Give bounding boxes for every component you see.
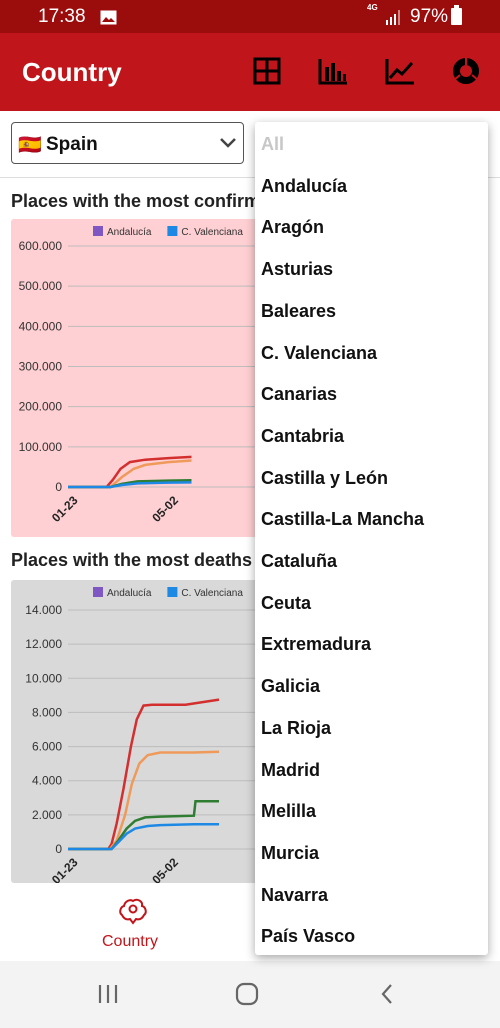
- line-chart-icon[interactable]: [384, 55, 416, 87]
- dropdown-option[interactable]: Castilla-La Mancha: [261, 509, 425, 530]
- y-tick-label: 8.000: [32, 705, 62, 719]
- y-tick-label: 500.000: [19, 279, 63, 293]
- y-tick-label: 200.000: [19, 400, 63, 414]
- y-tick-label: 0: [55, 480, 62, 494]
- y-tick-label: 10.000: [25, 671, 62, 685]
- page-title: Country: [22, 57, 122, 87]
- y-tick-label: 12.000: [25, 637, 62, 651]
- nav-country-label[interactable]: Country: [102, 933, 159, 950]
- dropdown-option[interactable]: Andalucía: [261, 175, 348, 196]
- y-tick-label: 0: [55, 842, 62, 856]
- dropdown-option[interactable]: Canarias: [261, 384, 338, 405]
- app-bar: Country: [0, 33, 500, 111]
- deaths-section-title: Places with the most deaths: [11, 550, 253, 570]
- country-select-value: Spain: [46, 134, 98, 155]
- deaths-chart: Andalucía C. Valenciana 14.000 12.000 10.000…: [11, 580, 261, 883]
- y-tick-label: 6.000: [32, 740, 62, 754]
- grid-icon[interactable]: [251, 55, 283, 87]
- legend-swatch: [93, 226, 103, 236]
- home-icon[interactable]: [235, 982, 259, 1011]
- bar-chart-icon[interactable]: [317, 55, 349, 87]
- dropdown-option[interactable]: País Vasco: [261, 926, 356, 947]
- confirmed-chart: Andalucía C. Valenciana 600.000 500.000 400.…: [11, 219, 261, 537]
- dropdown-option[interactable]: Aragón: [261, 217, 324, 238]
- y-tick-label: 300.000: [19, 360, 63, 374]
- legend-swatch: [93, 587, 103, 597]
- legend-swatch: [167, 587, 178, 597]
- y-tick-label: 100.000: [19, 440, 63, 454]
- legend-swatch: [167, 226, 178, 236]
- dropdown-option[interactable]: Ceuta: [261, 592, 312, 613]
- chart-background: [11, 580, 261, 883]
- dropdown-option[interactable]: Madrid: [261, 759, 321, 780]
- battery-icon: [451, 5, 462, 25]
- status-time: 17:38: [38, 6, 86, 27]
- dropdown-option[interactable]: Murcia: [261, 842, 320, 863]
- dropdown-option[interactable]: C. Valenciana: [261, 342, 378, 363]
- series-line: [68, 481, 192, 489]
- y-tick-label: 4.000: [32, 774, 62, 788]
- recent-apps-icon[interactable]: [96, 982, 120, 1011]
- status-bar: 17:38 4G 97%: [0, 0, 500, 33]
- battery-percent: 97%: [410, 6, 449, 27]
- back-icon[interactable]: [376, 982, 400, 1011]
- legend-label: Andalucía: [107, 588, 152, 599]
- dropdown-option[interactable]: Asturias: [261, 259, 334, 280]
- chart-background: [11, 219, 261, 537]
- dropdown-option[interactable]: All: [261, 134, 285, 154]
- confirmed-chart-svg: Andalucía C. Valenciana 600.000 500.000 400.…: [11, 219, 261, 537]
- legend-label: Andalucía: [107, 227, 152, 238]
- y-tick-label: 14.000: [25, 603, 62, 617]
- dropdown-option[interactable]: Galicia: [261, 676, 321, 697]
- series-line: [68, 750, 220, 851]
- series-line: [68, 698, 220, 851]
- y-tick-label: 400.000: [19, 319, 63, 333]
- dropdown-option[interactable]: Cataluña: [261, 551, 338, 571]
- region-dropdown-menu: All Andalucía Aragón Asturias Baleares C. Val…: [255, 122, 488, 955]
- spain-flag-icon: 🇪🇸: [18, 135, 42, 156]
- chevron-down-icon: [219, 136, 237, 155]
- country-select[interactable]: 🇪🇸 Spain: [11, 122, 244, 164]
- legend-label: C. Valenciana: [181, 588, 243, 599]
- network-type: 4G: [367, 3, 378, 12]
- dropdown-option[interactable]: La Rioja: [261, 717, 332, 738]
- confirmed-section-title: Places with the most confirmed: [11, 191, 282, 211]
- legend-label: C. Valenciana: [181, 227, 243, 238]
- signal-icon: [386, 9, 402, 31]
- y-tick-label: 600.000: [19, 239, 63, 253]
- dropdown-option[interactable]: Melilla: [261, 801, 317, 822]
- divider: [0, 177, 500, 178]
- deaths-chart-svg: Andalucía C. Valenciana 14.000 12.000 10.000…: [11, 580, 261, 883]
- y-tick-label: 2.000: [32, 808, 62, 822]
- gallery-notification-icon: [100, 9, 117, 31]
- system-nav-bar: [0, 961, 500, 1028]
- dropdown-option[interactable]: Navarra: [261, 884, 329, 905]
- dropdown-option[interactable]: Cantabria: [261, 425, 345, 446]
- dropdown-option[interactable]: Extremadura: [261, 634, 372, 655]
- series-line: [68, 822, 219, 851]
- dropdown-option[interactable]: Castilla y León: [261, 467, 389, 488]
- donut-chart-icon[interactable]: [450, 55, 482, 87]
- map-pin-icon[interactable]: [116, 893, 150, 932]
- dropdown-option[interactable]: Baleares: [261, 300, 337, 321]
